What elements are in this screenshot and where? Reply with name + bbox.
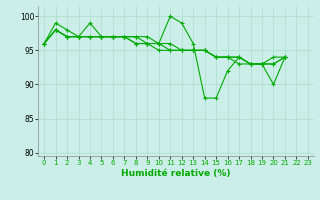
X-axis label: Humidité relative (%): Humidité relative (%) [121, 169, 231, 178]
